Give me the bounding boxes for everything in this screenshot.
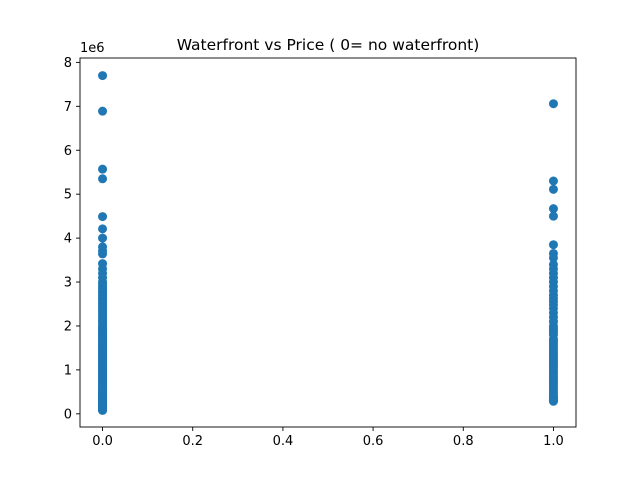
- x-tick-label: 0.2: [182, 434, 203, 449]
- y-tick-label: 1: [64, 363, 72, 378]
- y-tick-label: 7: [64, 100, 72, 115]
- data-point: [98, 212, 108, 222]
- x-tick-label: 0.0: [92, 434, 113, 449]
- data-point: [548, 211, 558, 221]
- data-point: [98, 233, 108, 243]
- data-point: [548, 240, 558, 250]
- y-tick-label: 3: [64, 276, 72, 291]
- data-point: [548, 392, 558, 402]
- y-tick-label: 6: [64, 144, 72, 159]
- data-point: [98, 164, 108, 174]
- y-tick-label: 8: [64, 56, 72, 71]
- data-point: [548, 99, 558, 109]
- x-tick-label: 0.6: [363, 434, 384, 449]
- plot-area: 0.0 0.2 0.4 0.6 0.8 1.0 0 1 2 3 4 5 6 7 8: [64, 56, 577, 449]
- data-point: [548, 204, 558, 214]
- data-point: [548, 184, 558, 194]
- data-point: [98, 71, 108, 81]
- data-point: [548, 176, 558, 186]
- y-tick-label: 2: [64, 319, 72, 334]
- data-point: [98, 249, 108, 259]
- data-point: [98, 174, 108, 184]
- x-tick-label: 1.0: [543, 434, 564, 449]
- y-tick-label: 4: [64, 232, 72, 247]
- y-tick-label: 0: [64, 407, 72, 422]
- data-points: [98, 71, 558, 415]
- y-axis-offset-label: 1e6: [80, 41, 105, 56]
- x-tick-label: 0.8: [453, 434, 474, 449]
- chart-title: Waterfront vs Price ( 0= no waterfront): [177, 36, 480, 54]
- data-point: [98, 224, 108, 234]
- data-point: [98, 385, 108, 395]
- data-point: [548, 253, 558, 263]
- y-tick-label: 5: [64, 188, 72, 203]
- data-point: [98, 106, 108, 116]
- x-tick-label: 0.4: [273, 434, 294, 449]
- axes-frame: [79, 57, 577, 428]
